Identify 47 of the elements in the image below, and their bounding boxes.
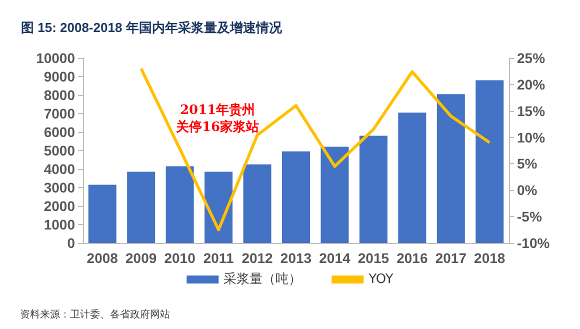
bar (88, 184, 116, 243)
bar (282, 151, 310, 243)
y2-tick-label: 10% (517, 129, 546, 146)
y-tick-label: 1000 (44, 216, 76, 232)
bar (127, 172, 156, 243)
legend-label: 采浆量（吨） (224, 272, 302, 287)
bar (476, 80, 504, 243)
x-tick-label: 2012 (242, 250, 274, 266)
x-tick-label: 2009 (126, 250, 157, 266)
y2-tick-label: 0% (517, 182, 538, 198)
x-tick-label: 2014 (319, 250, 351, 266)
legend-label: YOY (368, 272, 394, 287)
y-tick-label: 2000 (44, 198, 76, 214)
y2-tick-label: 25% (517, 50, 546, 66)
bar (359, 136, 388, 243)
x-tick-label: 2018 (474, 250, 506, 266)
x-tick-label: 2016 (396, 250, 428, 266)
line-series (140, 67, 492, 232)
x-tick-label: 2010 (164, 250, 196, 266)
x-tick-label: 2013 (280, 250, 312, 266)
y2-tick-label: 5% (517, 156, 538, 172)
annotation: 2011年贵州 (180, 102, 256, 118)
y2-tick-label: 15% (517, 102, 546, 119)
y-tick-label: 6000 (44, 124, 76, 140)
x-tick-label: 2011 (203, 250, 234, 266)
bar (398, 112, 426, 243)
chart-title: 图 15: 2008-2018 年国内年采浆量及增速情况 (21, 20, 283, 35)
annotation: 关停16家浆站 (175, 119, 260, 135)
y2-tick-label: -10% (517, 235, 550, 251)
y-tick-label: 5000 (44, 142, 76, 158)
y-tick-label: 9000 (44, 68, 76, 84)
x-tick-label: 2015 (358, 250, 390, 266)
y-tick-label: 4000 (44, 161, 76, 177)
bar (436, 94, 465, 243)
y-tick-label: 0 (67, 235, 76, 251)
y-tick-label: 10000 (36, 50, 76, 66)
text: 资料来源：卫计委、各省政府网站 (20, 308, 170, 320)
x-tick-label: 2017 (435, 250, 467, 266)
bar (243, 164, 272, 243)
y2-tick-label: 20% (517, 76, 546, 92)
bar (320, 146, 349, 243)
x-tick-label: 2008 (86, 250, 118, 266)
y-tick-label: 3000 (44, 180, 76, 196)
y-tick-label: 8000 (44, 87, 76, 103)
y2-tick-label: -5% (517, 208, 542, 225)
y-tick-label: 7000 (44, 106, 76, 122)
bar (166, 166, 194, 243)
